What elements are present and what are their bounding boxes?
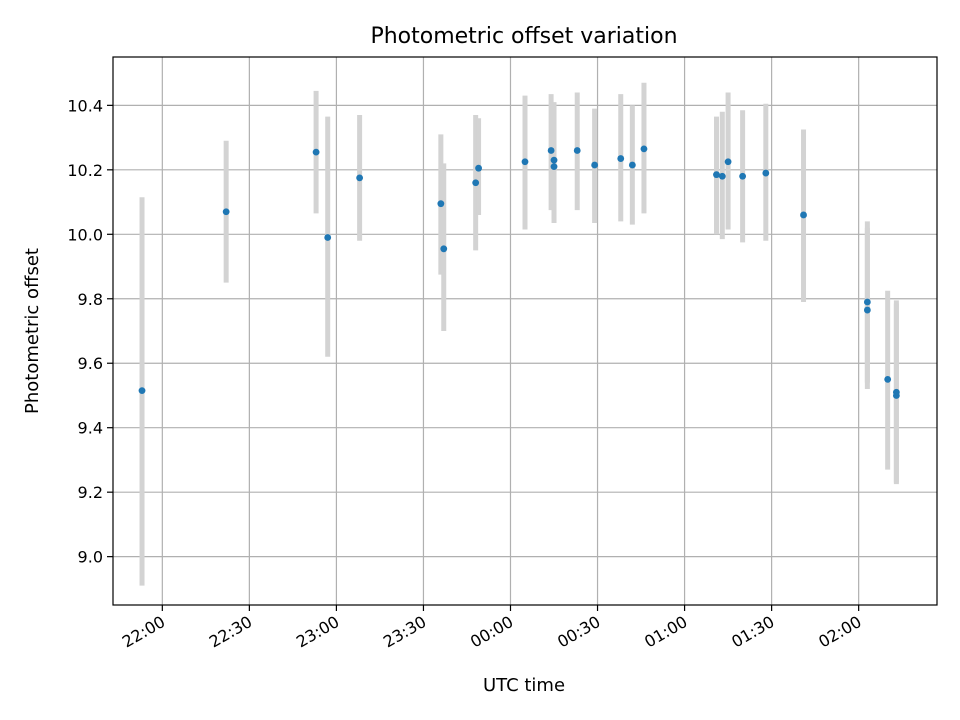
x-tick-label: 01:00 (641, 612, 690, 652)
data-point (617, 155, 625, 162)
data-point (863, 298, 871, 306)
y-tick-label: 10.4 (67, 96, 103, 115)
y-tick-label: 10.0 (67, 225, 103, 244)
data-point (591, 161, 599, 169)
data-point (437, 200, 445, 208)
data-point (762, 169, 770, 177)
y-tick-label: 9.4 (78, 419, 103, 438)
data-point (800, 211, 807, 219)
x-tick-label: 01:30 (728, 612, 777, 652)
data-point (628, 161, 636, 169)
data-point (547, 147, 555, 154)
data-point (324, 234, 332, 241)
data-point (356, 174, 364, 182)
data-point (892, 388, 900, 396)
y-axis-ticks: 9.0 9.2 9.4 9.6 9.8 10.0 10.2 10.4 (67, 96, 113, 567)
x-tick-label: 22:30 (206, 612, 255, 652)
x-tick-label: 23:00 (293, 612, 342, 652)
data-point (472, 179, 480, 187)
data-point (739, 172, 747, 180)
data-points (138, 145, 900, 399)
y-tick-label: 9.2 (78, 483, 103, 502)
data-point (640, 145, 648, 153)
x-tick-label: 00:30 (554, 612, 603, 652)
data-point (312, 148, 320, 156)
chart-title: Photometric offset variation (370, 24, 677, 49)
data-point (724, 158, 732, 166)
y-tick-label: 9.8 (78, 290, 103, 309)
data-point (475, 164, 482, 172)
x-axis-label: UTC time (483, 675, 565, 696)
data-point (550, 163, 558, 171)
error-bars (139, 82, 899, 586)
data-point (550, 156, 558, 164)
y-tick-label: 9.6 (78, 354, 103, 373)
data-point (573, 147, 581, 154)
data-point (884, 375, 892, 383)
data-point (713, 171, 720, 179)
plot-frame (112, 56, 938, 606)
x-axis-ticks: 22:00 22:30 23:00 23:30 00:00 00:30 01:00 01:30… (119, 605, 865, 652)
x-tick-label: 02:00 (815, 612, 864, 652)
x-tick-label: 23:30 (380, 612, 429, 652)
y-tick-label: 9.0 (78, 548, 103, 567)
x-tick-label: 00:00 (467, 612, 516, 652)
data-point (138, 387, 146, 395)
y-tick-label: 10.2 (67, 161, 103, 180)
data-point (222, 208, 230, 216)
y-axis-label: Photometric offset (22, 248, 43, 414)
data-point (440, 245, 448, 253)
data-point (863, 306, 871, 314)
x-tick-label: 22:00 (119, 612, 168, 652)
data-point (521, 158, 529, 166)
data-point (718, 172, 726, 180)
